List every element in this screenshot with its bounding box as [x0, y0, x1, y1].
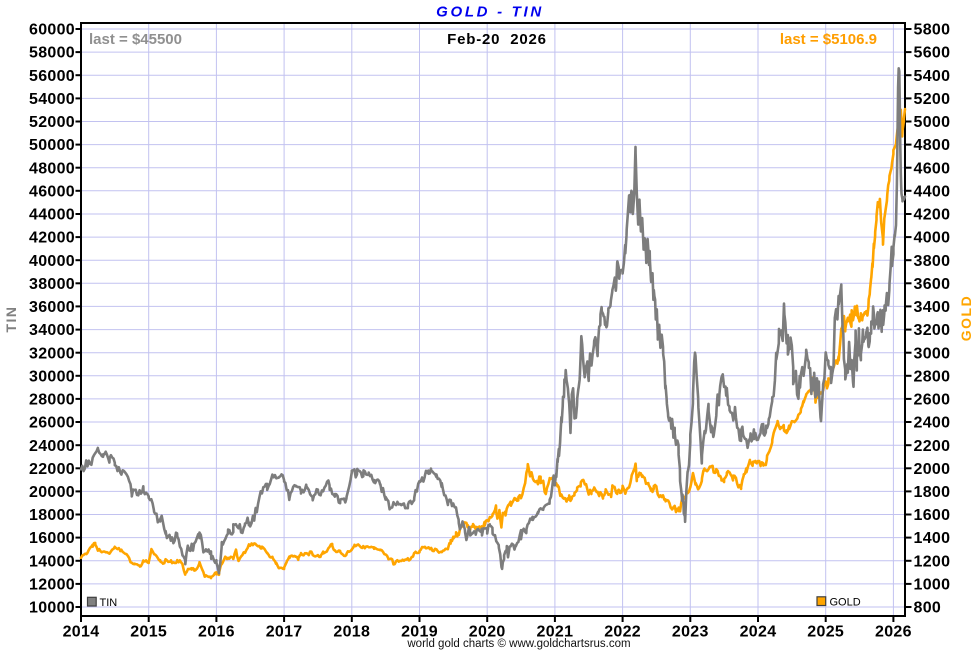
svg-text:5800: 5800 [914, 22, 951, 39]
svg-text:4400: 4400 [914, 183, 951, 200]
svg-text:2016: 2016 [198, 624, 235, 641]
svg-text:1000: 1000 [914, 577, 951, 594]
svg-text:2800: 2800 [914, 368, 951, 385]
svg-text:24000: 24000 [29, 438, 75, 455]
svg-text:54000: 54000 [29, 91, 75, 108]
svg-text:TIN: TIN [3, 305, 19, 332]
svg-text:14000: 14000 [29, 553, 75, 570]
svg-text:800: 800 [914, 600, 942, 617]
svg-text:GOLD: GOLD [830, 596, 861, 608]
svg-text:3600: 3600 [914, 276, 951, 293]
svg-text:2022: 2022 [604, 624, 641, 641]
svg-text:20000: 20000 [29, 484, 75, 501]
svg-text:58000: 58000 [29, 45, 75, 62]
svg-text:last = $5106.9: last = $5106.9 [780, 31, 877, 48]
svg-text:5400: 5400 [914, 68, 951, 85]
svg-text:2014: 2014 [63, 624, 100, 641]
svg-text:world gold charts © www.goldch: world gold charts © www.goldchartsrus.co… [406, 638, 630, 650]
svg-text:2020: 2020 [469, 624, 506, 641]
svg-text:30000: 30000 [29, 368, 75, 385]
svg-text:18000: 18000 [29, 507, 75, 524]
svg-text:22000: 22000 [29, 461, 75, 478]
svg-text:2024: 2024 [740, 624, 777, 641]
svg-text:38000: 38000 [29, 276, 75, 293]
svg-text:10000: 10000 [29, 600, 75, 617]
svg-text:2021: 2021 [537, 624, 574, 641]
svg-text:4000: 4000 [914, 230, 951, 247]
svg-text:2400: 2400 [914, 415, 951, 432]
svg-text:last = $45500: last = $45500 [89, 31, 182, 48]
svg-text:60000: 60000 [29, 22, 75, 39]
svg-text:Feb-20 2026: Feb-20 2026 [447, 31, 547, 48]
svg-text:5200: 5200 [914, 91, 951, 108]
svg-text:3200: 3200 [914, 322, 951, 339]
svg-text:3800: 3800 [914, 253, 951, 270]
svg-text:GOLD - TIN: GOLD - TIN [436, 4, 544, 21]
svg-text:2025: 2025 [807, 624, 844, 641]
svg-text:5600: 5600 [914, 45, 951, 62]
svg-text:16000: 16000 [29, 530, 75, 547]
svg-text:48000: 48000 [29, 160, 75, 177]
svg-text:32000: 32000 [29, 345, 75, 362]
svg-text:28000: 28000 [29, 392, 75, 409]
svg-text:56000: 56000 [29, 68, 75, 85]
svg-text:26000: 26000 [29, 415, 75, 432]
svg-text:2000: 2000 [914, 461, 951, 478]
svg-text:1800: 1800 [914, 484, 951, 501]
svg-text:50000: 50000 [29, 137, 75, 154]
svg-text:40000: 40000 [29, 253, 75, 270]
svg-text:1600: 1600 [914, 507, 951, 524]
svg-text:2023: 2023 [672, 624, 709, 641]
svg-text:TIN: TIN [100, 597, 118, 609]
svg-text:1200: 1200 [914, 553, 951, 570]
svg-text:2200: 2200 [914, 438, 951, 455]
svg-text:44000: 44000 [29, 207, 75, 224]
svg-text:46000: 46000 [29, 183, 75, 200]
svg-text:36000: 36000 [29, 299, 75, 316]
svg-text:5000: 5000 [914, 114, 951, 131]
svg-text:42000: 42000 [29, 230, 75, 247]
svg-text:3400: 3400 [914, 299, 951, 316]
svg-text:34000: 34000 [29, 322, 75, 339]
svg-text:4800: 4800 [914, 137, 951, 154]
svg-text:4600: 4600 [914, 160, 951, 177]
svg-text:52000: 52000 [29, 114, 75, 131]
svg-text:2600: 2600 [914, 392, 951, 409]
svg-text:2019: 2019 [401, 624, 438, 641]
svg-text:1400: 1400 [914, 530, 951, 547]
svg-text:2017: 2017 [266, 624, 303, 641]
svg-text:12000: 12000 [29, 577, 75, 594]
svg-text:3000: 3000 [914, 345, 951, 362]
svg-text:2015: 2015 [130, 624, 167, 641]
svg-text:2018: 2018 [333, 624, 370, 641]
svg-text:2026: 2026 [875, 624, 912, 641]
svg-text:4200: 4200 [914, 207, 951, 224]
svg-text:GOLD: GOLD [958, 295, 974, 341]
